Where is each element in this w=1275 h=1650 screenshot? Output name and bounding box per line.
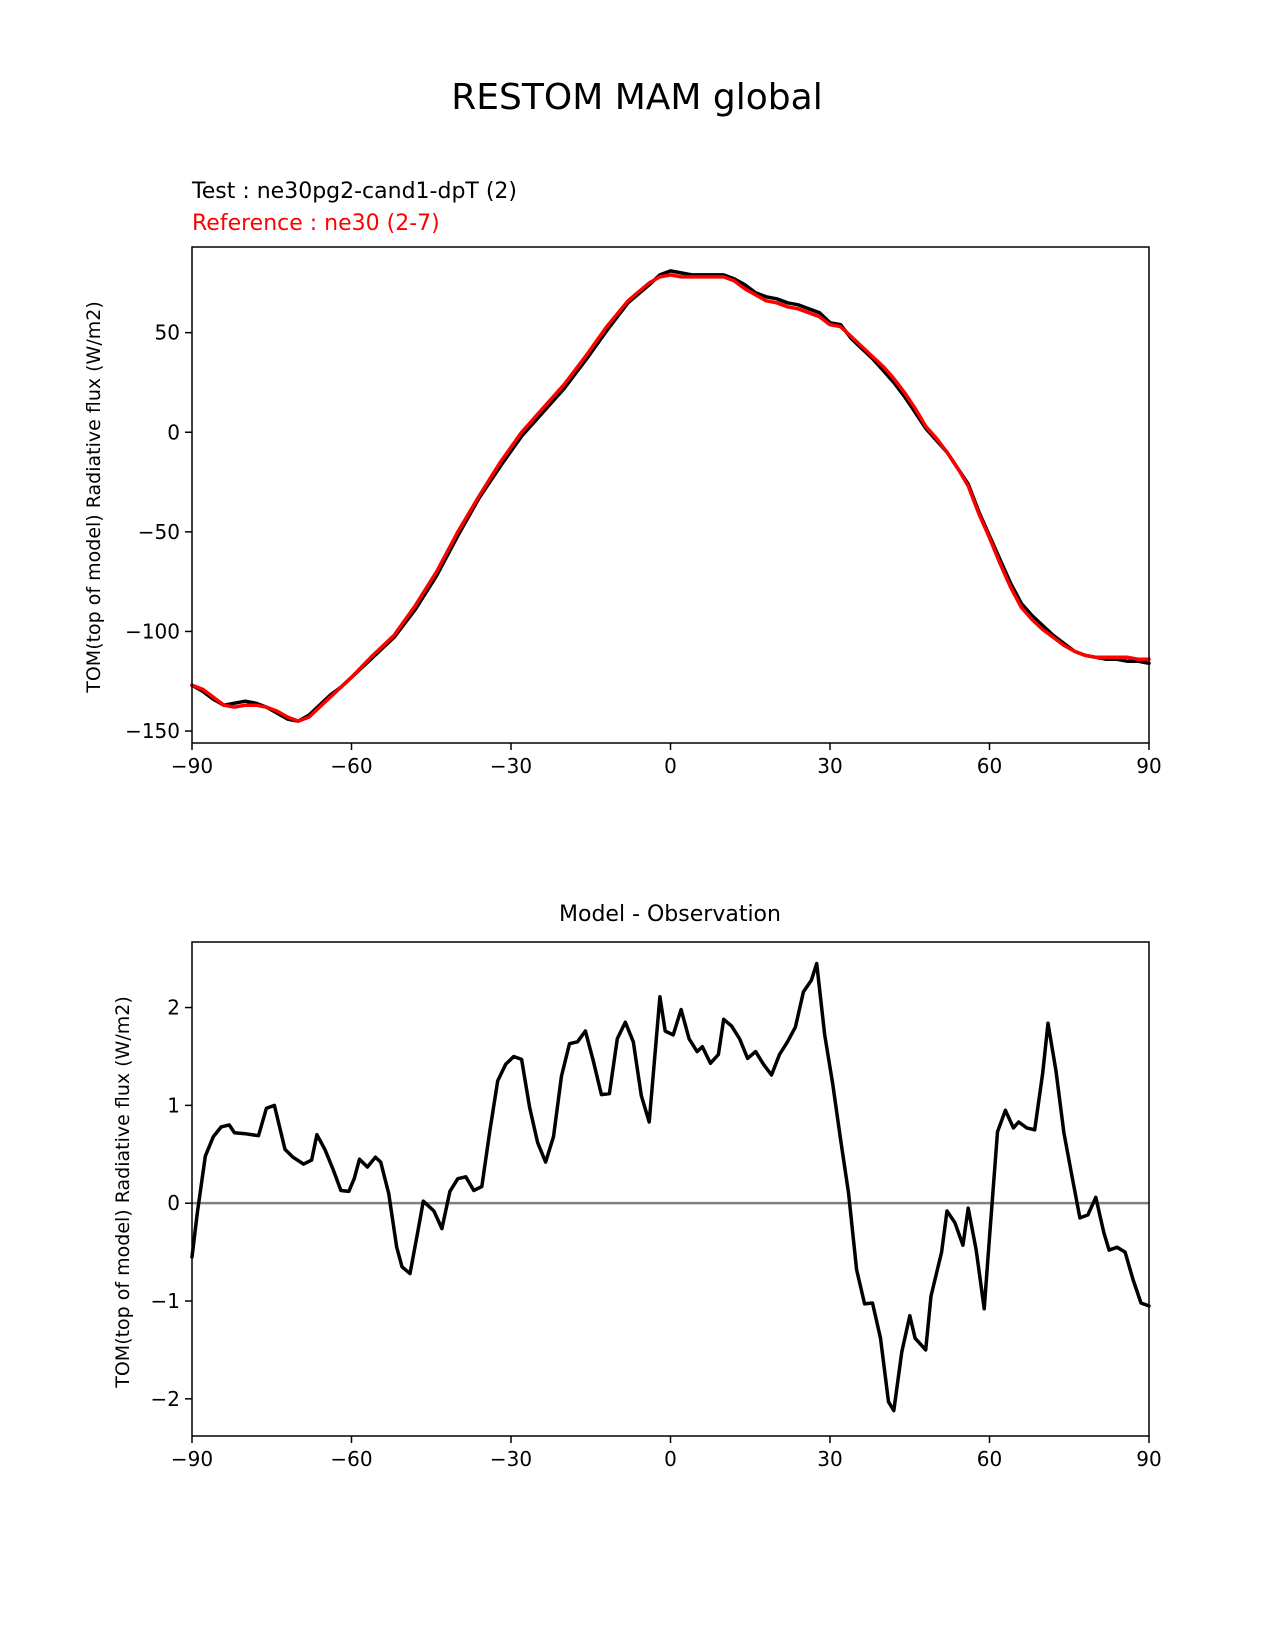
- bottom-y-axis-label: TOM(top of model) Radiative flux (W/m2): [112, 996, 134, 1389]
- bottom-x-tick-label: 90: [1136, 1447, 1161, 1471]
- bottom-axes-frame: [191, 941, 1150, 1437]
- top-x-tick-label: 30: [817, 754, 842, 778]
- bottom-x-tick-label: −30: [490, 1447, 532, 1471]
- top-series-line-1: [190, 269, 1151, 723]
- bottom-x-tick-label: 60: [977, 1447, 1002, 1471]
- top-subtitle-reference: Reference : ne30 (2-7): [192, 211, 440, 236]
- top-panel: Test : ne30pg2-cand1-dpT (2) Reference :…: [83, 179, 1162, 778]
- bottom-y-tick-label: 0: [167, 1191, 180, 1215]
- top-plot-area: −90 −60 −30 0 30 60 90 −150 −100 −50 0 50: [125, 246, 1162, 778]
- top-y-tick-label: −50: [138, 520, 180, 544]
- bottom-y-tick-label: 2: [167, 996, 180, 1020]
- top-x-tick-label: 60: [977, 754, 1002, 778]
- bottom-x-tick-label: −90: [171, 1447, 213, 1471]
- top-y-tick-label: −100: [125, 619, 180, 643]
- top-y-tick-label: −150: [125, 719, 180, 743]
- top-y-tick-label: 0: [167, 420, 180, 444]
- top-x-tick-label: −30: [490, 754, 532, 778]
- bottom-y-tick-label: −2: [151, 1387, 180, 1411]
- top-axes-frame: [191, 246, 1150, 744]
- top-x-tick-label: 90: [1136, 754, 1161, 778]
- top-subtitle-test: Test : ne30pg2-cand1-dpT (2): [191, 179, 517, 204]
- figure-title: RESTOM MAM global: [451, 77, 822, 118]
- bottom-y-tick-label: 1: [167, 1093, 180, 1117]
- top-series-line-2: [190, 273, 1151, 723]
- bottom-y-tick-label: −1: [151, 1289, 180, 1313]
- top-y-axis-label: TOM(top of model) Radiative flux (W/m2): [83, 301, 105, 694]
- bottom-plot-area: −90 −60 −30 0 30 60 90 −2 −1 0 1 2: [151, 941, 1162, 1471]
- top-x-tick-label: −90: [171, 754, 213, 778]
- bottom-series-line-1: [190, 961, 1151, 1413]
- top-y-tick-label: 50: [155, 321, 180, 345]
- bottom-x-tick-label: 0: [664, 1447, 677, 1471]
- bottom-x-tick-label: 30: [817, 1447, 842, 1471]
- bottom-panel: Model - Observation TOM(top of model) Ra…: [112, 902, 1162, 1471]
- top-x-tick-label: −60: [330, 754, 372, 778]
- bottom-title: Model - Observation: [559, 902, 781, 927]
- bottom-x-tick-label: −60: [330, 1447, 372, 1471]
- top-x-tick-label: 0: [664, 754, 677, 778]
